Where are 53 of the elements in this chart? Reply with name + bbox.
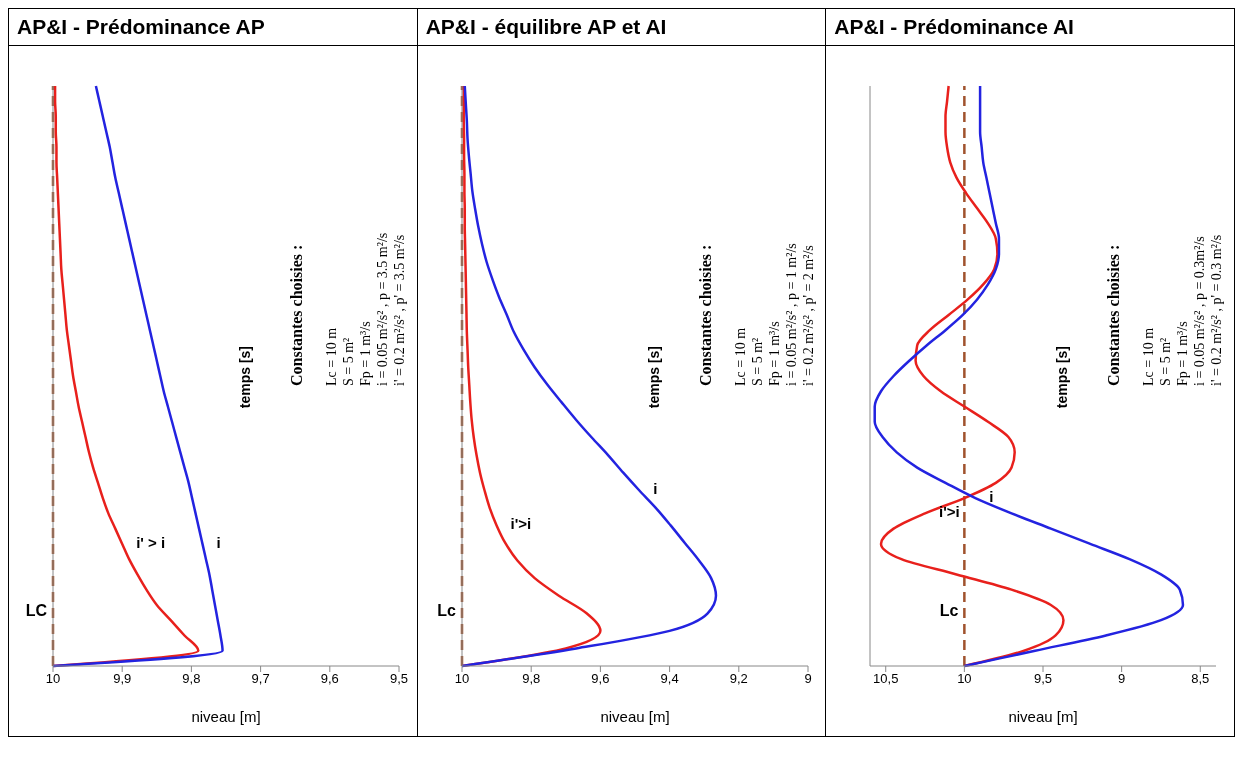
x-tick-label: 10 [454, 671, 469, 687]
annotation: Constantes choisies : [1105, 243, 1123, 386]
annotation: Constantes choisies : [288, 243, 305, 386]
ref-line-label: LC [25, 602, 48, 619]
series-label: i'>i [939, 503, 961, 521]
x-tick-label: 9 [804, 671, 812, 687]
x-axis-title: niveau [m] [191, 708, 261, 725]
x-tick-label: 8,5 [1191, 671, 1210, 687]
ref-line-label: Lc [436, 602, 456, 619]
x-tick-label: 9,6 [591, 671, 610, 687]
x-tick-label: 9,8 [521, 671, 540, 687]
annotation: Lc = 10 m [323, 326, 340, 386]
annotation: S = 5 m² [1157, 336, 1175, 386]
x-tick-label: 9,2 [729, 671, 748, 687]
annotation: i = 0.05 m²/s² , p = 0.3m²/s [1191, 235, 1209, 386]
x-tick-label: 9,5 [389, 671, 409, 687]
annotation: i = 0.05 m²/s² , p = 1 m²/s [782, 242, 800, 386]
x-tick-label: 9,4 [660, 671, 679, 687]
x-tick-label: 9,8 [182, 671, 201, 687]
ref-line-label: Lc [940, 602, 959, 619]
annotation: i = 0.05 m²/s² , p = 3.5 m²/s [374, 231, 391, 386]
annotation: Fp = 1 m³/s [765, 320, 783, 386]
annotation: i' = 0.2 m²/s² , p' = 0.3 m²/s [1208, 233, 1226, 386]
series-label: i' > i [136, 533, 166, 551]
y-axis-title: temps [s] [645, 346, 662, 409]
annotation: Constantes choisies : [696, 243, 714, 386]
x-tick-label: 9,7 [251, 671, 270, 687]
y-axis-title: temps [s] [237, 346, 253, 409]
x-tick-label: 10,5 [873, 671, 899, 687]
series-label: i'>i [510, 515, 531, 533]
chart-title: AP&I - Prédominance AP [8, 8, 418, 46]
annotation: Fp = 1 m³/s [357, 320, 374, 386]
series-label: i [989, 488, 994, 506]
x-tick-label: 9 [1118, 671, 1126, 687]
chart-title: AP&I - équilibre AP et AI [417, 8, 826, 46]
x-tick-label: 9,9 [113, 671, 132, 687]
series-label: i [652, 480, 657, 498]
y-axis-title: temps [s] [1054, 346, 1071, 409]
x-tick-label: 10 [45, 671, 61, 687]
chart-title: AP&I - Prédominance AI [825, 8, 1235, 46]
annotation: Fp = 1 m³/s [1174, 320, 1192, 386]
annotation: Lc = 10 m [731, 326, 749, 386]
x-tick-label: 10 [957, 671, 972, 687]
x-axis-title: niveau [m] [600, 708, 670, 725]
annotation: i' = 0.2 m²/s² , p' = 2 m²/s [799, 244, 817, 386]
x-axis-title: niveau [m] [1008, 708, 1078, 725]
annotation: i' = 0.2 m²/s² , p' = 3.5 m²/s [391, 233, 408, 386]
annotation: S = 5 m² [340, 336, 357, 386]
x-tick-label: 9,5 [1034, 671, 1053, 687]
x-tick-label: 9,6 [320, 671, 339, 687]
annotation: Lc = 10 m [1140, 326, 1158, 386]
annotation: S = 5 m² [748, 336, 766, 386]
series-label: i [216, 533, 221, 551]
